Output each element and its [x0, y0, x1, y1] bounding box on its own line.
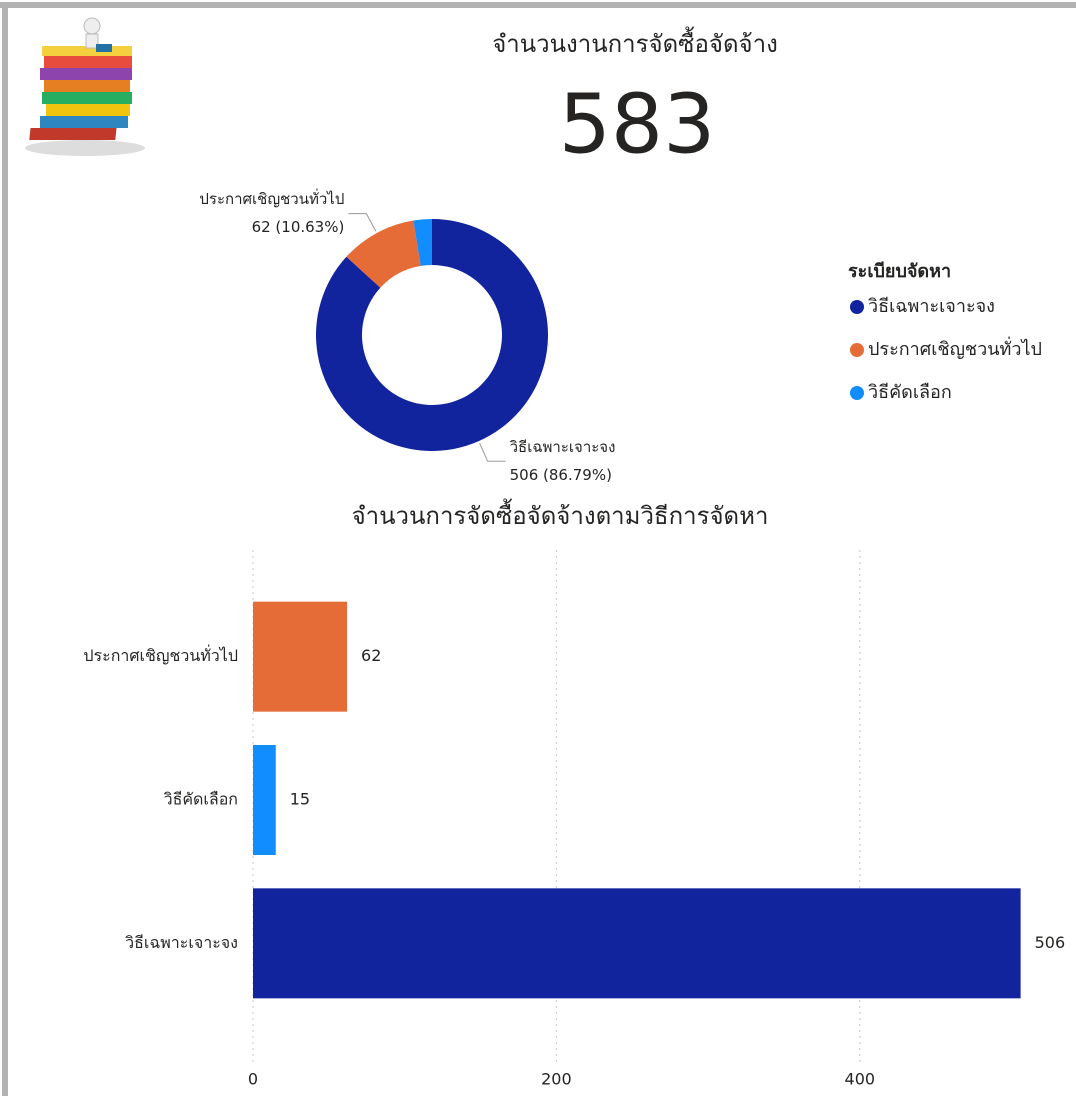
card-value: 583	[559, 77, 716, 172]
x-tick-label: 200	[541, 1070, 572, 1089]
bar-value-label: 62	[361, 646, 381, 665]
legend-label: วิธีเฉพาะเจาะจง	[868, 296, 995, 317]
bar-value-label: 15	[290, 790, 310, 809]
legend-swatch	[850, 300, 864, 314]
legend-swatch	[850, 343, 864, 357]
bar-chart-title: จำนวนการจัดซื้อจัดจ้างตามวิธีการจัดหา	[352, 498, 769, 530]
donut-slice	[316, 219, 548, 451]
y-tick-label: วิธีเฉพาะเจาะจง	[125, 933, 238, 952]
bar	[253, 601, 348, 712]
legend-swatch	[850, 386, 864, 400]
x-tick-label: 0	[248, 1070, 258, 1089]
legend-label: ประกาศเชิญชวนทั่วไป	[868, 336, 1042, 360]
leader-line	[479, 442, 506, 462]
bar	[253, 888, 1021, 999]
slice-category-label: วิธีเฉพาะเจาะจง	[509, 438, 615, 456]
bar-value-label: 506	[1035, 933, 1066, 952]
donut-slice	[413, 219, 432, 266]
x-tick-label: 400	[845, 1070, 876, 1089]
slice-value-label: 506 (86.79%)	[510, 466, 612, 484]
y-tick-label: ประกาศเชิญชวนทั่วไป	[83, 644, 238, 665]
books-icon	[25, 17, 145, 156]
slice-category-label: ประกาศเชิญชวนทั่วไป	[199, 188, 344, 208]
y-tick-label: วิธีคัดเลือก	[164, 790, 238, 809]
card-title: จำนวนงานการจัดซื้อจัดจ้าง	[492, 26, 778, 58]
slice-value-label: 62 (10.63%)	[252, 218, 345, 236]
legend-label: วิธีคัดเลือก	[868, 382, 952, 403]
legend-title: ระเบียบจัดหา	[848, 261, 951, 282]
bar	[253, 745, 276, 855]
leader-line	[348, 213, 377, 232]
donut-slice	[346, 220, 421, 288]
